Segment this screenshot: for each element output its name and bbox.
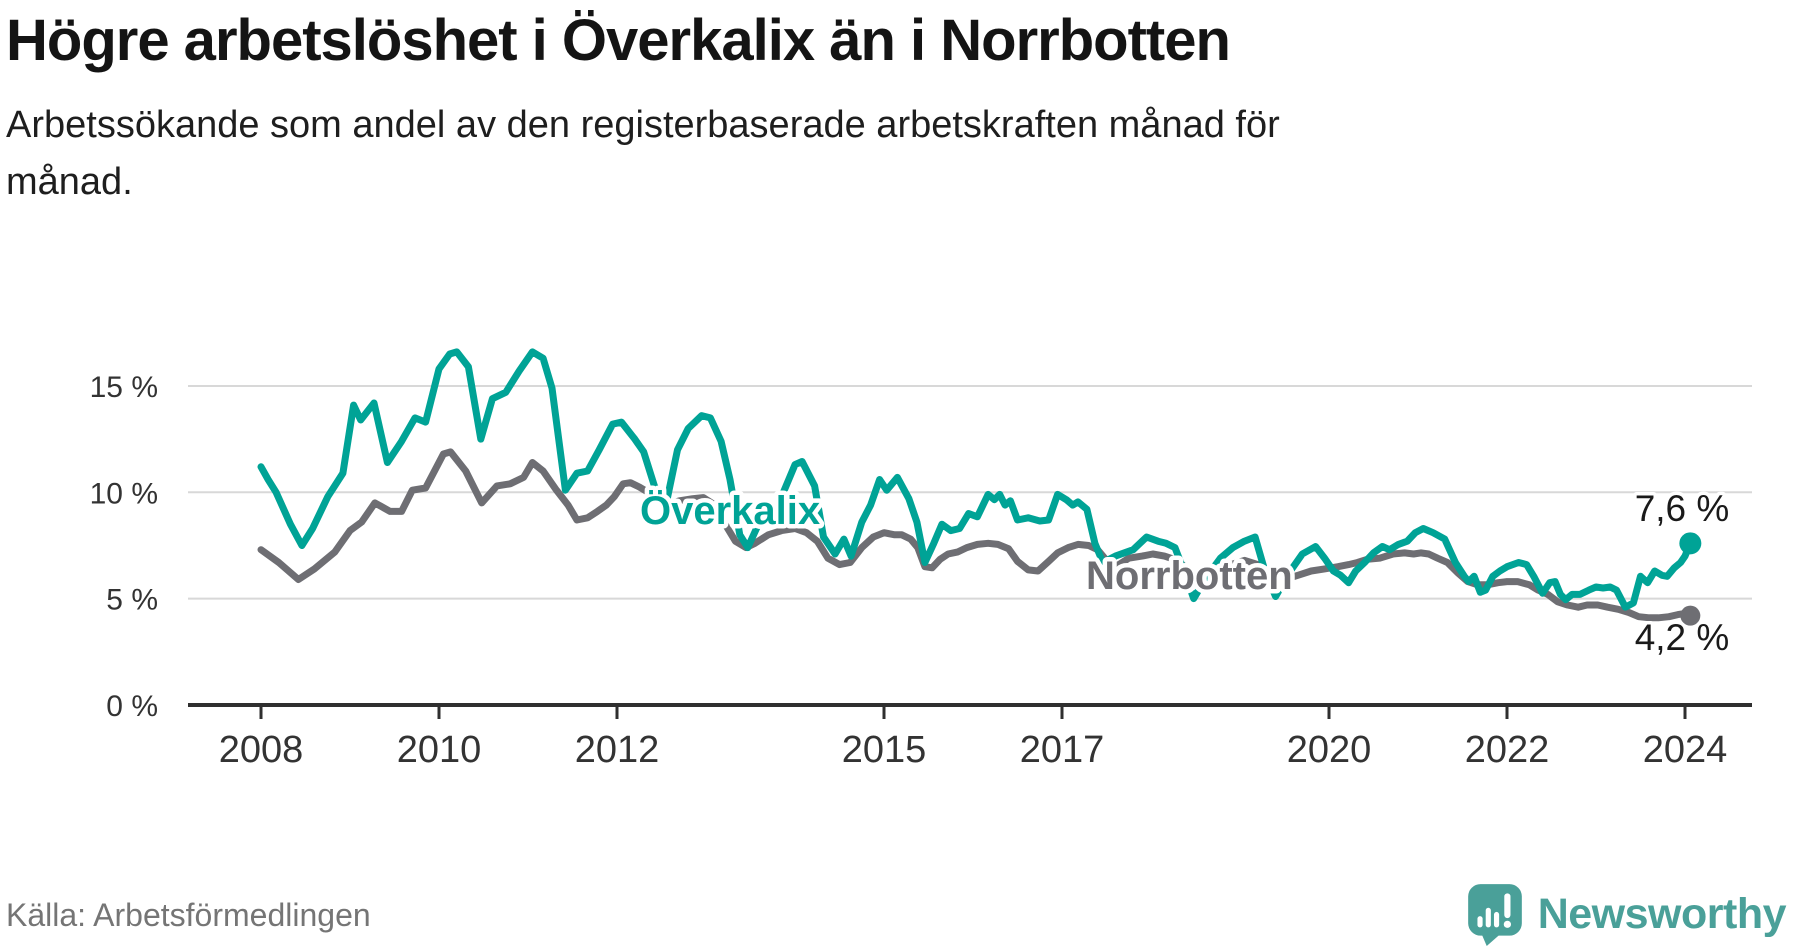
chart-subtitle: Arbetssökande som andel av den registerb… — [6, 97, 1280, 211]
x-tick-label-2024: 2024 — [1643, 729, 1728, 771]
newsworthy-icon — [1467, 884, 1522, 946]
logo-bar-2 — [1485, 907, 1491, 928]
x-tick-label-2022: 2022 — [1465, 729, 1550, 771]
x-tick-label-2015: 2015 — [842, 729, 927, 771]
end-value-label-norrbotten: 4,2 % — [1635, 617, 1730, 658]
page-title: Högre arbetslöshet i Överkalix än i Norr… — [6, 8, 1231, 73]
x-tick-label-2020: 2020 — [1287, 729, 1372, 771]
x-tick-label-2017: 2017 — [1020, 729, 1105, 771]
subtitle-line-2: månad. — [6, 160, 133, 203]
y-tick-label-0: 0 % — [106, 690, 158, 723]
logo-exclamation-bar — [1504, 893, 1511, 919]
x-tick-label-2008: 2008 — [219, 729, 304, 771]
y-tick-label-10: 10 % — [90, 477, 158, 510]
överkalix-line — [257, 348, 1694, 611]
annotation-layer: Överkalix Norrbotten 7,6 % 4,2 % — [636, 484, 1733, 662]
chart-header: Högre arbetslöshet i Överkalix än i Norr… — [6, 8, 1280, 211]
source-credit: Källa: Arbetsförmedlingen — [6, 897, 371, 933]
logo-bar-1 — [1477, 916, 1483, 928]
subtitle-line-1: Arbetssökande som andel av den registerb… — [6, 103, 1280, 146]
logo-bar-3 — [1493, 911, 1499, 928]
logo-exclamation-dot — [1503, 920, 1511, 928]
grid-layer: 0 % 5 % 10 % 15 % 2008 2010 2012 2015 2017 2020 20… — [90, 371, 1752, 771]
x-tick-label-2010: 2010 — [397, 729, 482, 771]
norrbotten-line — [257, 448, 1694, 622]
norrbotten-endpoint-dot — [1680, 605, 1701, 626]
x-tick-label-2012: 2012 — [575, 729, 660, 771]
series-label-overkalix: Överkalix — [640, 488, 820, 533]
end-value-label-overkalix: 7,6 % — [1635, 488, 1730, 529]
series-layer — [257, 348, 1702, 626]
överkalix-endpoint-dot — [1679, 532, 1702, 555]
series-label-norrbotten: Norrbotten — [1086, 554, 1293, 598]
y-tick-label-15: 15 % — [90, 371, 158, 404]
y-tick-label-5: 5 % — [106, 584, 158, 617]
newsworthy-logo: Newsworthy — [1466, 882, 1787, 946]
newsworthy-wordmark: Newsworthy — [1537, 889, 1787, 938]
